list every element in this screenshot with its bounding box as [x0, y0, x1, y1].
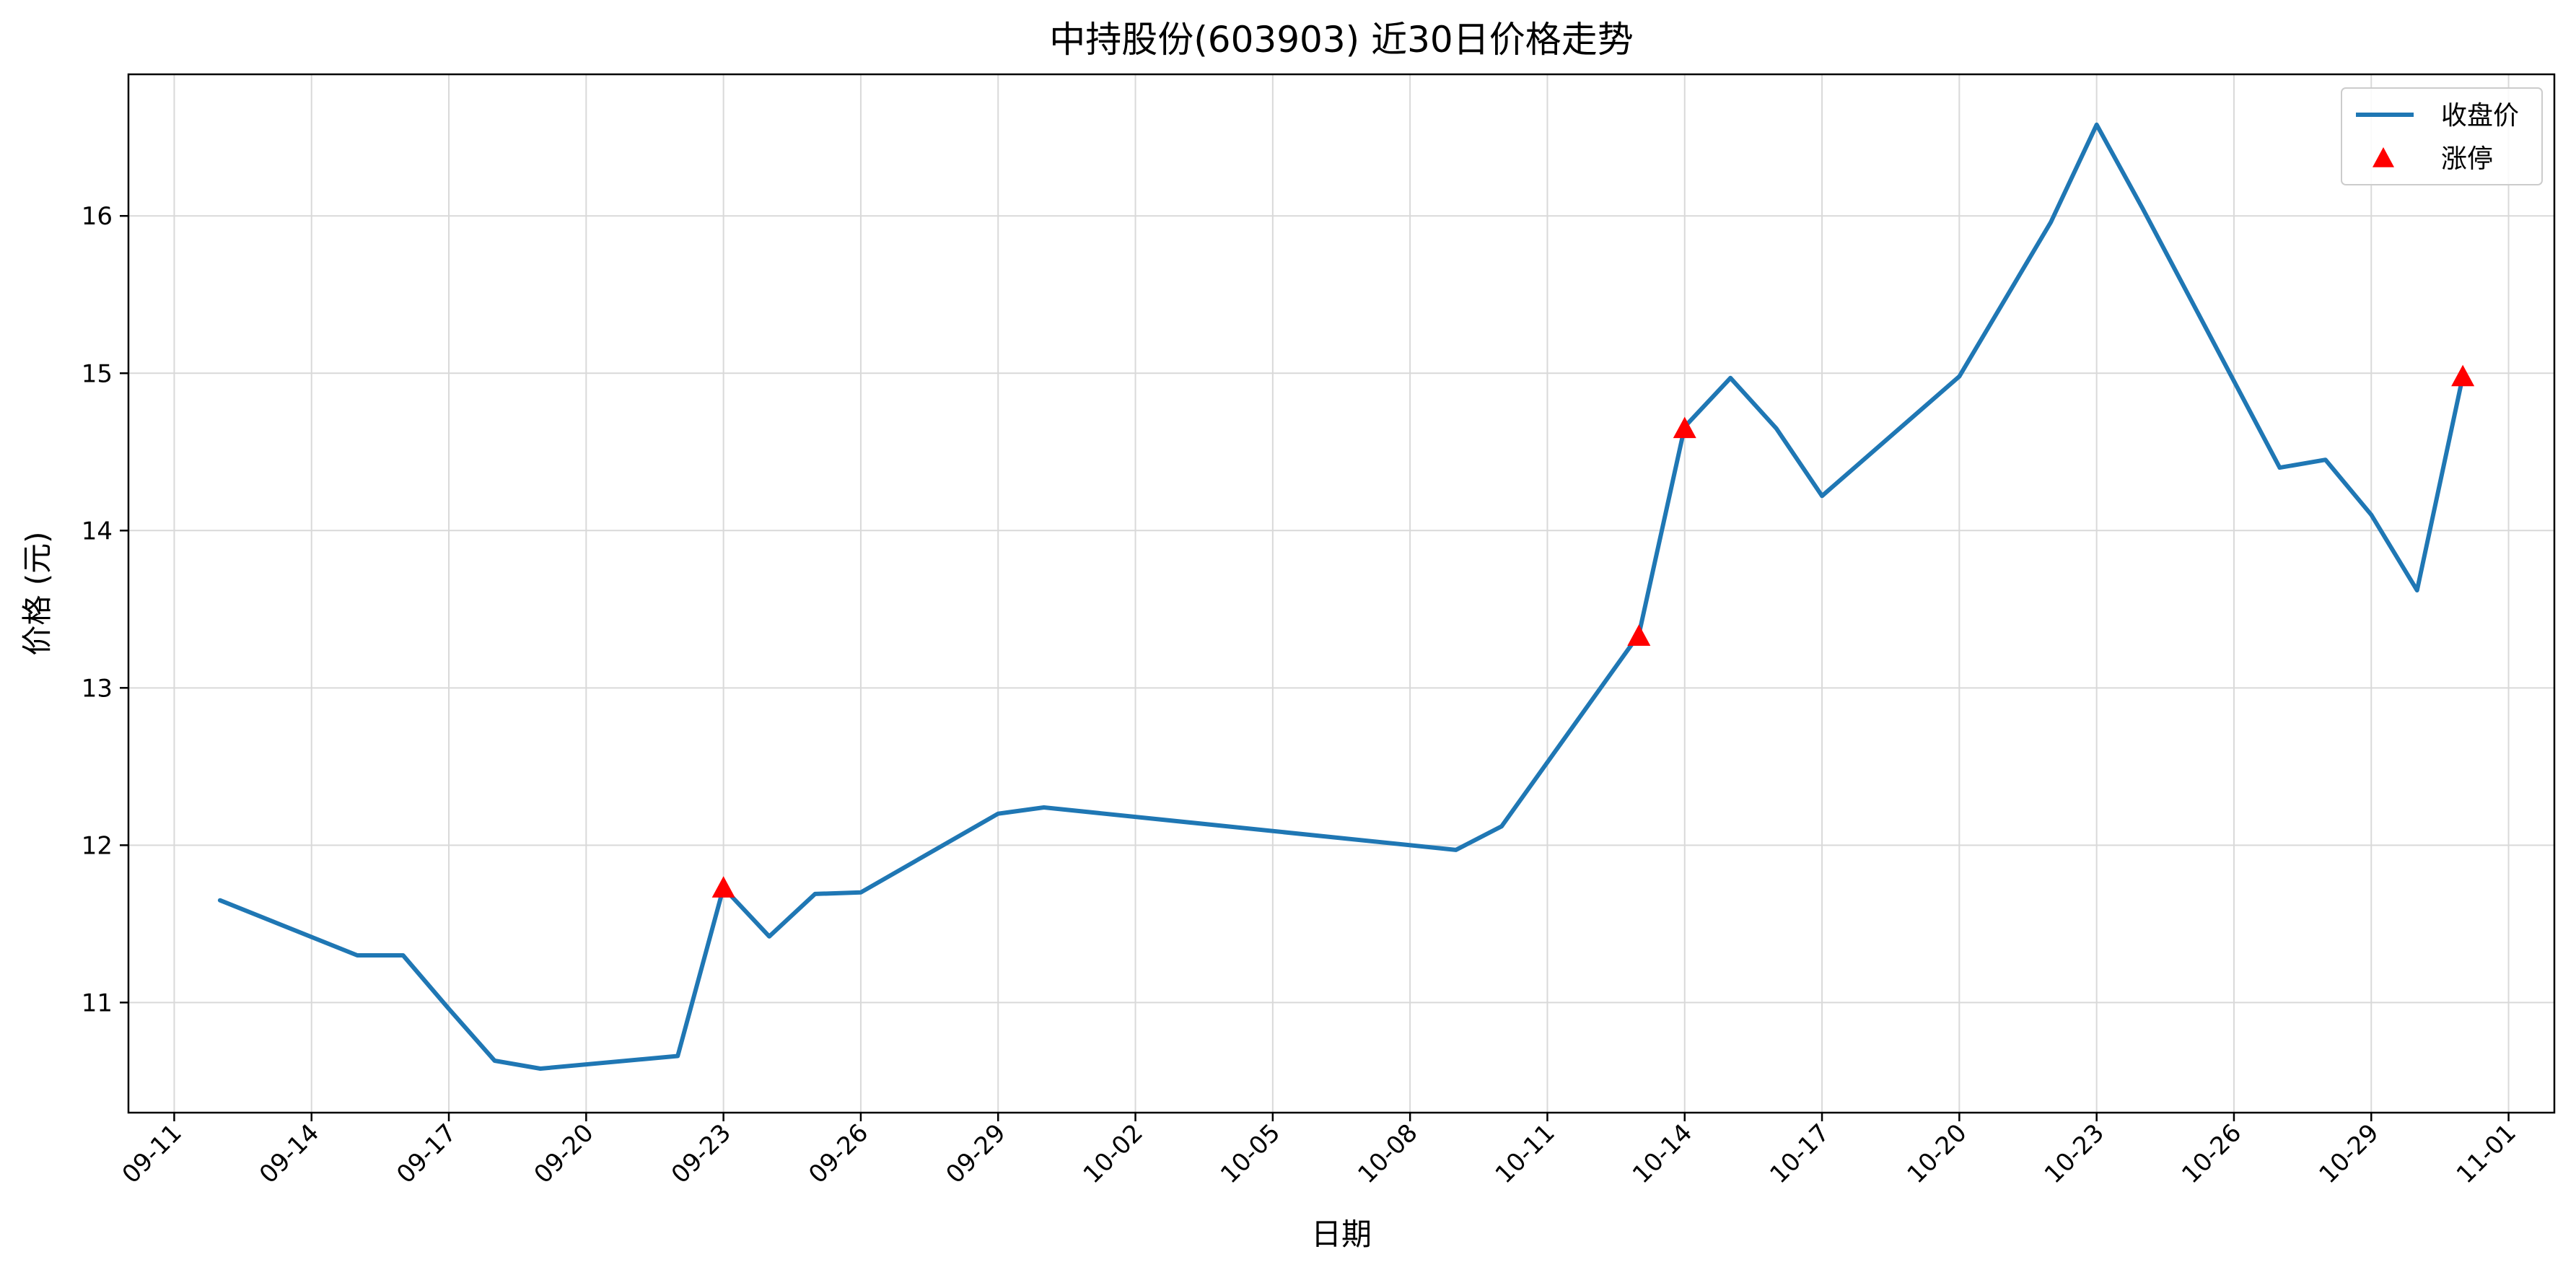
close-price-point	[2142, 208, 2143, 209]
plot-frame	[127, 73, 2556, 1114]
close-price-point	[2371, 514, 2372, 515]
y-tick-label: 13	[82, 674, 113, 703]
close-price-point	[1455, 849, 1456, 850]
close-price-point	[1776, 428, 1777, 429]
legend: 收盘价 涨停	[2341, 87, 2543, 185]
y-tick-label: 16	[82, 202, 113, 231]
limit-up-marker	[2451, 364, 2475, 387]
x-axis-label: 日期	[1311, 1217, 1372, 1252]
series-layer	[217, 122, 2475, 1071]
close-price-point	[860, 892, 861, 893]
close-price-point	[998, 813, 999, 814]
limit-up-marker	[711, 876, 735, 898]
close-price-point	[1730, 377, 1731, 378]
legend-box	[2341, 87, 2543, 185]
chart-title: 中持股份(603903) 近30日价格走势	[1049, 19, 1633, 61]
close-price-point	[769, 936, 770, 937]
y-tick-label: 12	[82, 831, 113, 860]
close-price-point	[1959, 376, 1960, 377]
y-tick-label: 14	[82, 517, 113, 546]
close-price-point	[1043, 807, 1044, 808]
y-tick-label: 15	[82, 359, 113, 388]
close-price-line	[217, 122, 2466, 1071]
legend-entry-close-price: 收盘价	[2441, 101, 2519, 131]
limit-up-marker	[1673, 416, 1696, 439]
limit-up-marker	[1627, 624, 1651, 646]
close-price-point	[219, 900, 220, 901]
close-price-point	[2096, 124, 2097, 125]
y-tick-label: 11	[82, 989, 113, 1017]
legend-entry-limit-up: 涨停	[2441, 144, 2493, 174]
legend-triangle-marker	[2373, 147, 2394, 167]
grid	[128, 74, 2554, 1113]
y-axis-label: 价格 (元)	[19, 531, 55, 655]
